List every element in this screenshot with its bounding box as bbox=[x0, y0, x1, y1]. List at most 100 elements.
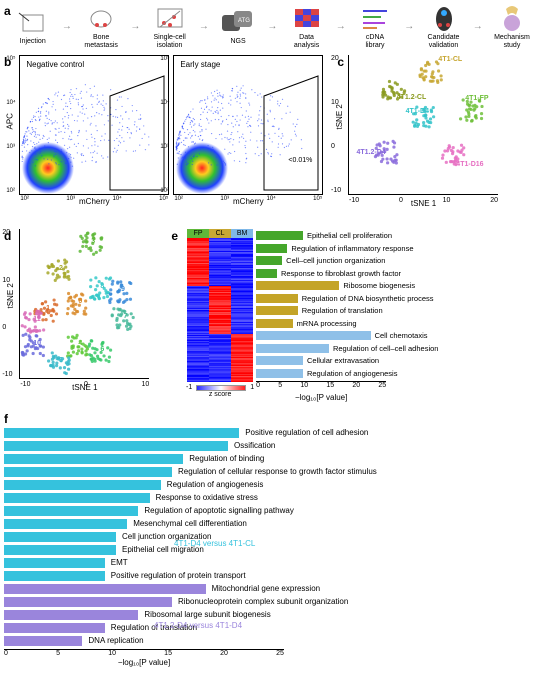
cluster-label: 6 bbox=[100, 346, 104, 353]
workflow-step: Single-cell isolation bbox=[152, 4, 188, 49]
cluster-label: 1 bbox=[46, 305, 50, 312]
workflow-arrow: → bbox=[62, 21, 72, 32]
flow-yticks: 10²10³10⁴10⁵ bbox=[6, 56, 15, 194]
workflow-label: NGS bbox=[231, 38, 246, 46]
workflow-icon: ATG bbox=[220, 8, 256, 36]
e-bar-label: Cellular extravasation bbox=[307, 356, 379, 365]
f-bar-label: Positive regulation of protein transport bbox=[111, 571, 246, 580]
e-bar-label: Regulation of cell–cell adhesion bbox=[333, 344, 439, 353]
e-bar-row: Regulation of angiogenesis bbox=[256, 367, 534, 380]
e-bar-label: Regulation of angiogenesis bbox=[307, 369, 397, 378]
panel-b: Negative controlAPC10²10³10⁴10⁵10²10³10⁴… bbox=[19, 55, 323, 211]
cluster-label: 4T1-CL bbox=[438, 56, 462, 63]
workflow-label: cDNA library bbox=[366, 34, 385, 49]
e-bar-row: Regulation of DNA biosynthetic process bbox=[256, 292, 534, 305]
f-group1-label: 4T1-D4 versus 4T1-CL bbox=[174, 539, 255, 548]
workflow-label: Injection bbox=[20, 38, 46, 46]
panel-d: 32018910746511 tSNE 2 tSNE 1 -1001020 -1… bbox=[19, 229, 149, 379]
f-axis: 0510152025 bbox=[4, 649, 284, 657]
e-bar bbox=[256, 331, 370, 340]
f-bar bbox=[4, 519, 127, 529]
f-bar-row: Regulation of translation bbox=[4, 621, 530, 634]
workflow-step: Bone metastasis bbox=[83, 4, 119, 49]
f-bar-label: Mesenchymal cell differentiation bbox=[133, 519, 247, 528]
tsne-c-plot: 4T1-CL4T1.2-CL4T1-FP4T1-D44T1.2-D44T1-D1… bbox=[348, 55, 498, 195]
e-bar bbox=[256, 294, 298, 303]
e-axis-label: −log₁₀[P value] bbox=[256, 393, 386, 402]
z-scale: -1 1 bbox=[186, 384, 254, 391]
svg-text:ATG: ATG bbox=[238, 18, 250, 24]
flow-yticks: 10²10³10⁴10⁵ bbox=[160, 56, 169, 194]
workflow-icon bbox=[494, 4, 530, 32]
f-bar-row: EMT bbox=[4, 556, 530, 569]
f-axis-ticks: 0510152025 bbox=[4, 650, 284, 657]
flow-xaxis-label: mCherry bbox=[79, 197, 110, 206]
f-bar-row: Regulation of cellular response to growt… bbox=[4, 465, 530, 478]
workflow-step: Candidate validation bbox=[426, 4, 462, 49]
e-bar bbox=[256, 306, 298, 315]
f-bar bbox=[4, 597, 172, 607]
e-bar bbox=[256, 356, 303, 365]
f-bar-label: Ribosomal large subunit biogenesis bbox=[144, 610, 270, 619]
workflow-icon bbox=[357, 4, 393, 32]
tsne-c-yticks: -1001020 bbox=[331, 55, 341, 194]
f-bar-row: Positive regulation of cell adhesion bbox=[4, 426, 530, 439]
cluster-label: 9 bbox=[121, 286, 125, 293]
e-bar bbox=[256, 269, 277, 278]
f-bar bbox=[4, 545, 116, 555]
figure: a Injection→Bone metastasis→Single-cell … bbox=[0, 0, 534, 671]
e-bar-label: Regulation of translation bbox=[302, 306, 383, 315]
f-axis-label: −log₁₀[P value] bbox=[4, 658, 284, 667]
f-bar bbox=[4, 558, 105, 568]
f-bar bbox=[4, 454, 183, 464]
f-bar-row: Cell junction organization bbox=[4, 530, 530, 543]
f-bar-row: Regulation of angiogenesis bbox=[4, 478, 530, 491]
workflow-step: cDNA library bbox=[357, 4, 393, 49]
cluster-label: 7 bbox=[124, 313, 128, 320]
z-max: 1 bbox=[250, 384, 254, 391]
heatmap-header-cell: CL bbox=[209, 229, 231, 238]
e-bar-row: Epithelial cell proliferation bbox=[256, 229, 534, 242]
f-bar-row: Response to oxidative stress bbox=[4, 491, 530, 504]
e-bar bbox=[256, 256, 282, 265]
e-bar-row: Cell–cell junction organization bbox=[256, 254, 534, 267]
f-bar-row: Mitochondrial gene expression bbox=[4, 582, 530, 595]
workflow-arrow: → bbox=[336, 21, 346, 32]
e-bar-row: Response to fibroblast growth factor bbox=[256, 267, 534, 280]
e-bar-row: Ribosome biogenesis bbox=[256, 279, 534, 292]
cluster-label: 4T1.2-D4 bbox=[356, 149, 385, 156]
f-bar-label: Positive regulation of cell adhesion bbox=[245, 428, 368, 437]
workflow-label: Single-cell isolation bbox=[153, 34, 185, 49]
cluster-label: 11 bbox=[33, 316, 40, 323]
workflow-arrow: → bbox=[404, 21, 414, 32]
e-axis-ticks: 0510152025 bbox=[256, 382, 386, 389]
f-bar-row: Positive regulation of protein transport bbox=[4, 569, 530, 582]
workflow-label: Data analysis bbox=[294, 34, 319, 49]
f-bar-row: DNA replication bbox=[4, 634, 530, 647]
workflow-icon bbox=[83, 4, 119, 32]
workflow-step: ATG NGS bbox=[220, 8, 256, 46]
e-bar-row: Cellular extravasation bbox=[256, 354, 534, 367]
panel-c: 4T1-CL4T1.2-CL4T1-FP4T1-D44T1.2-D44T1-D1… bbox=[348, 55, 498, 195]
f-bar-label: Regulation of binding bbox=[189, 454, 264, 463]
tsne-d-plot: 32018910746511 tSNE 2 tSNE 1 -1001020 -1… bbox=[19, 229, 149, 379]
e-bar-row: Regulation of inflammatory response bbox=[256, 242, 534, 255]
flow-plot: Negative controlAPC10²10³10⁴10⁵10²10³10⁴… bbox=[19, 55, 169, 195]
tsne-d-yticks: -1001020 bbox=[2, 229, 12, 378]
e-bar-row: mRNA processing bbox=[256, 317, 534, 330]
workflow-step: Mechanism study bbox=[494, 4, 530, 49]
f-bar bbox=[4, 636, 82, 646]
workflow-arrow: → bbox=[130, 21, 140, 32]
f-bar bbox=[4, 532, 116, 542]
f-bar bbox=[4, 623, 105, 633]
cluster-label: 3 bbox=[91, 238, 95, 245]
e-bar-row: Regulation of cell–cell adhesion bbox=[256, 342, 534, 355]
z-min: -1 bbox=[186, 384, 192, 391]
e-bar-label: Regulation of DNA biosynthetic process bbox=[302, 294, 434, 303]
panel-e-bars: Epithelial cell proliferationRegulation … bbox=[256, 229, 534, 402]
e-bar bbox=[256, 344, 329, 353]
heatmap-body bbox=[187, 238, 253, 382]
cluster-label: 8 bbox=[100, 283, 104, 290]
z-label: z score bbox=[209, 391, 232, 398]
workflow-label: Bone metastasis bbox=[84, 34, 117, 49]
